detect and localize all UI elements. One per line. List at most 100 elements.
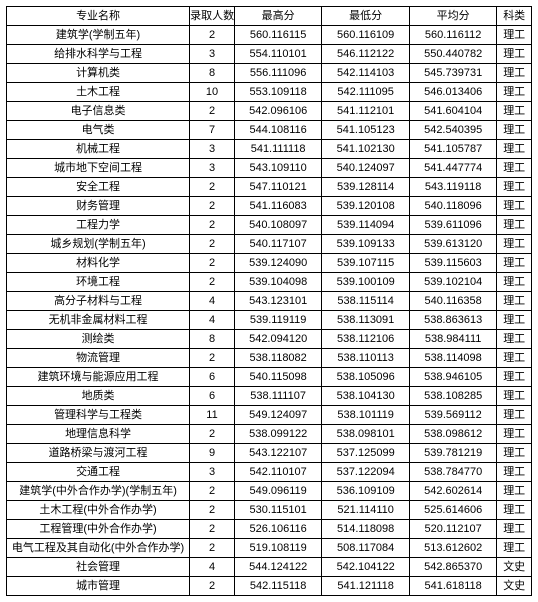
- cell: 11: [190, 406, 235, 425]
- cell: 538.946105: [409, 368, 497, 387]
- cell: 541.105787: [409, 140, 497, 159]
- cell: 549.124097: [234, 406, 322, 425]
- table-row: 财务管理2541.116083539.120108540.118096理工: [7, 197, 532, 216]
- cell: 538.098101: [322, 425, 410, 444]
- cell: 519.108119: [234, 539, 322, 558]
- cell: 542.111095: [322, 83, 410, 102]
- cell: 2: [190, 216, 235, 235]
- cell: 541.111118: [234, 140, 322, 159]
- cell: 542.096106: [234, 102, 322, 121]
- table-row: 安全工程2547.110121539.128114543.119118理工: [7, 178, 532, 197]
- cell: 538.113091: [322, 311, 410, 330]
- cell: 544.108116: [234, 121, 322, 140]
- cell: 财务管理: [7, 197, 190, 216]
- cell: 理工: [497, 425, 532, 444]
- table-row: 道路桥梁与渡河工程9543.122107537.125099539.781219…: [7, 444, 532, 463]
- cell: 539.613120: [409, 235, 497, 254]
- cell: 3: [190, 45, 235, 64]
- cell: 6: [190, 368, 235, 387]
- table-row: 交通工程3542.110107537.122094538.784770理工: [7, 463, 532, 482]
- cell: 2: [190, 102, 235, 121]
- cell: 540.124097: [322, 159, 410, 178]
- cell: 538.111107: [234, 387, 322, 406]
- cell: 理工: [497, 463, 532, 482]
- cell: 理工: [497, 216, 532, 235]
- cell: 理工: [497, 102, 532, 121]
- table-row: 工程力学2540.108097539.114094539.611096理工: [7, 216, 532, 235]
- cell: 538.101119: [322, 406, 410, 425]
- cell: 理工: [497, 349, 532, 368]
- cell: 538.114098: [409, 349, 497, 368]
- cell: 538.118082: [234, 349, 322, 368]
- cell: 542.540395: [409, 121, 497, 140]
- table-row: 工程管理(中外合作办学)2526.106116514.118098520.112…: [7, 520, 532, 539]
- cell: 交通工程: [7, 463, 190, 482]
- cell: 地理信息科学: [7, 425, 190, 444]
- cell: 541.105123: [322, 121, 410, 140]
- cell: 539.114094: [322, 216, 410, 235]
- cell: 2: [190, 520, 235, 539]
- cell: 理工: [497, 64, 532, 83]
- cell: 539.107115: [322, 254, 410, 273]
- cell: 8: [190, 64, 235, 83]
- table-row: 社会管理4544.124122542.104122542.865370文史: [7, 558, 532, 577]
- cell: 理工: [497, 444, 532, 463]
- cell: 城市地下空间工程: [7, 159, 190, 178]
- table-row: 高分子材料与工程4543.123101538.115114540.116358理…: [7, 292, 532, 311]
- table-row: 土木工程(中外合作办学)2530.115101521.114110525.614…: [7, 501, 532, 520]
- cell: 2: [190, 254, 235, 273]
- cell: 539.102104: [409, 273, 497, 292]
- cell: 4: [190, 558, 235, 577]
- cell: 542.115118: [234, 577, 322, 596]
- cell: 理工: [497, 178, 532, 197]
- cell: 538.863613: [409, 311, 497, 330]
- cell: 土木工程(中外合作办学): [7, 501, 190, 520]
- cell: 521.114110: [322, 501, 410, 520]
- col-count: 录取人数: [190, 7, 235, 26]
- cell: 电子信息类: [7, 102, 190, 121]
- cell: 理工: [497, 26, 532, 45]
- cell: 545.739731: [409, 64, 497, 83]
- cell: 土木工程: [7, 83, 190, 102]
- cell: 554.110101: [234, 45, 322, 64]
- cell: 机械工程: [7, 140, 190, 159]
- cell: 社会管理: [7, 558, 190, 577]
- cell: 环境工程: [7, 273, 190, 292]
- cell: 537.122094: [322, 463, 410, 482]
- cell: 520.112107: [409, 520, 497, 539]
- cell: 理工: [497, 406, 532, 425]
- cell: 541.112101: [322, 102, 410, 121]
- cell: 538.104130: [322, 387, 410, 406]
- cell: 540.117107: [234, 235, 322, 254]
- cell: 513.612602: [409, 539, 497, 558]
- cell: 理工: [497, 273, 532, 292]
- table-row: 测绘类8542.094120538.112106538.984111理工: [7, 330, 532, 349]
- table-row: 建筑环境与能源应用工程6540.115098538.105096538.9461…: [7, 368, 532, 387]
- table-row: 地质类6538.111107538.104130538.108285理工: [7, 387, 532, 406]
- cell: 2: [190, 577, 235, 596]
- table-row: 材料化学2539.124090539.107115539.115603理工: [7, 254, 532, 273]
- table-row: 城市地下空间工程3543.109110540.124097541.447774理…: [7, 159, 532, 178]
- cell: 538.112106: [322, 330, 410, 349]
- cell: 547.110121: [234, 178, 322, 197]
- cell: 2: [190, 235, 235, 254]
- cell: 526.106116: [234, 520, 322, 539]
- cell: 地质类: [7, 387, 190, 406]
- cell: 539.119119: [234, 311, 322, 330]
- cell: 542.094120: [234, 330, 322, 349]
- table-row: 计算机类8556.111096542.114103545.739731理工: [7, 64, 532, 83]
- cell: 2: [190, 273, 235, 292]
- cell: 材料化学: [7, 254, 190, 273]
- cell: 3: [190, 463, 235, 482]
- cell: 文史: [497, 558, 532, 577]
- table-row: 建筑学(学制五年)2560.116115560.116109560.116112…: [7, 26, 532, 45]
- admissions-table: 专业名称 录取人数 最高分 最低分 平均分 科类 建筑学(学制五年)2560.1…: [6, 6, 532, 596]
- cell: 539.128114: [322, 178, 410, 197]
- cell: 7: [190, 121, 235, 140]
- col-min: 最低分: [322, 7, 410, 26]
- cell: 物流管理: [7, 349, 190, 368]
- cell: 549.096119: [234, 482, 322, 501]
- table-row: 城乡规划(学制五年)2540.117107539.109133539.61312…: [7, 235, 532, 254]
- cell: 2: [190, 178, 235, 197]
- cell: 电气工程及其自动化(中外合作办学): [7, 539, 190, 558]
